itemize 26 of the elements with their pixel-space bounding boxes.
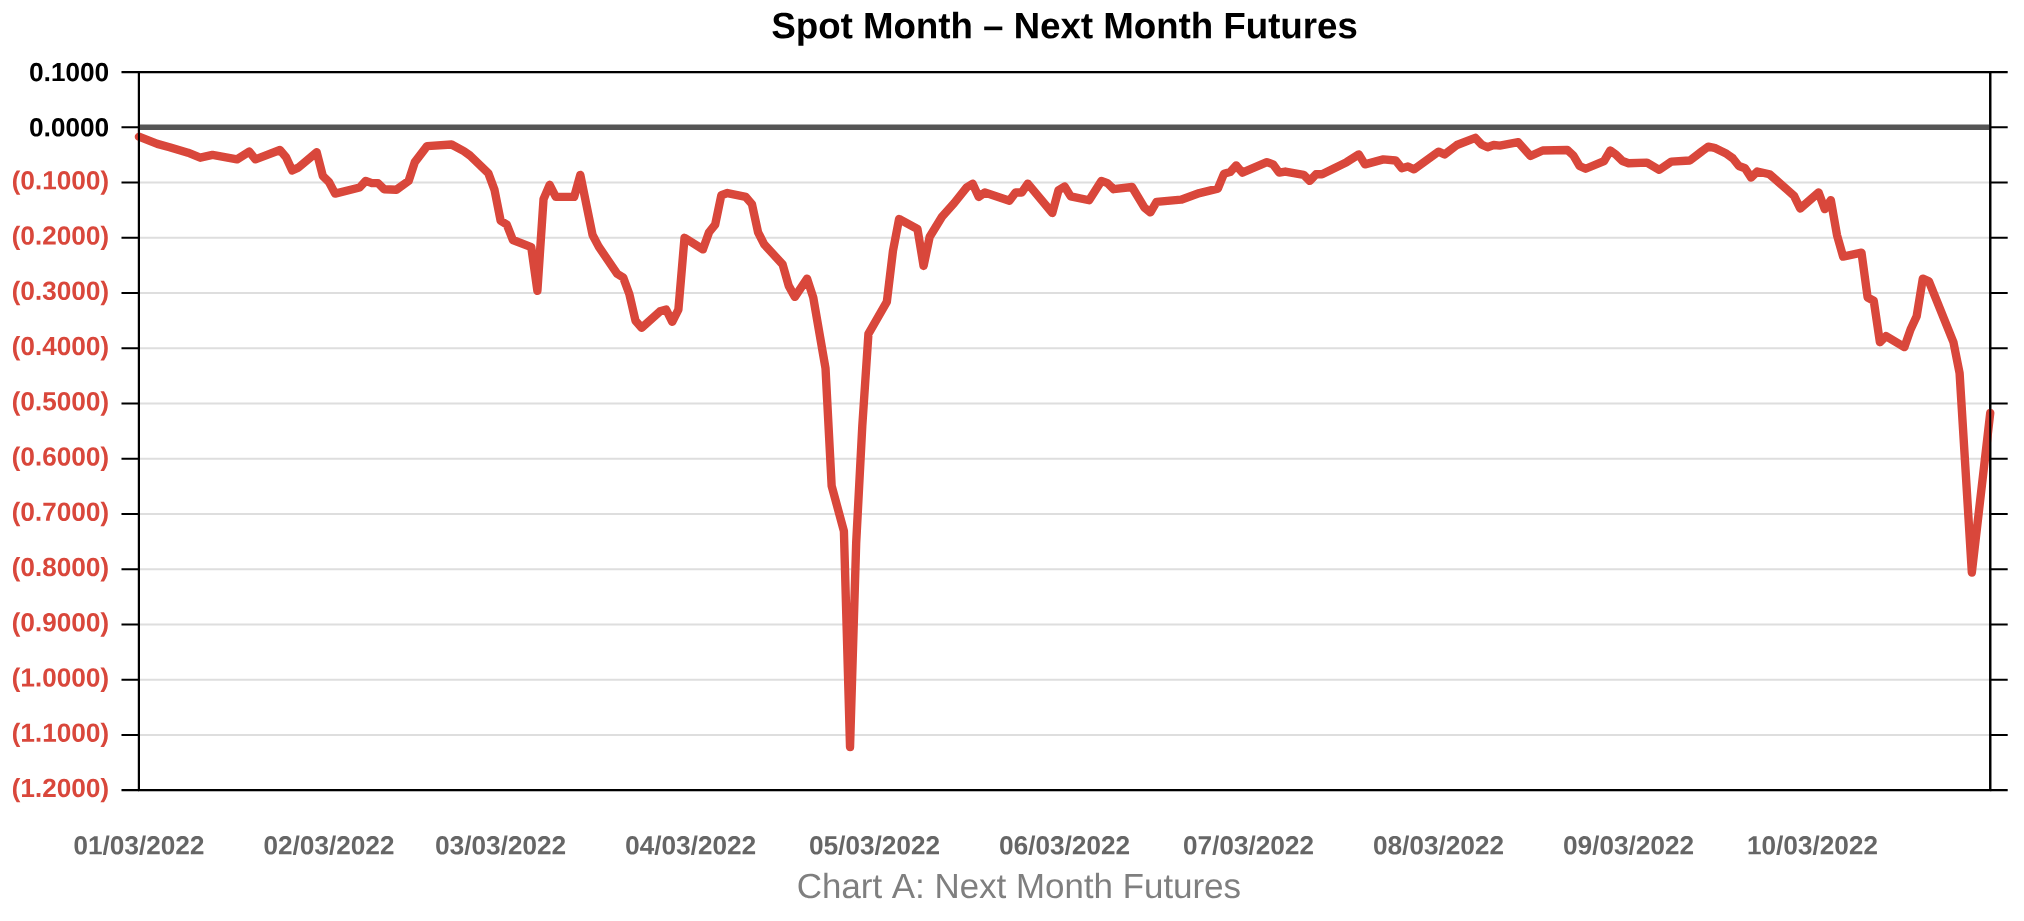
y-tick-label: (1.1000)	[12, 722, 108, 747]
x-tick-label: 02/03/2022	[264, 835, 394, 855]
x-tick-label: 03/03/2022	[436, 835, 566, 855]
x-tick-label: 08/03/2022	[1374, 835, 1503, 855]
y-tick-label: (0.7000)	[12, 501, 108, 527]
y-tick-label: (1.2000)	[12, 777, 108, 803]
y-tick-label: (0.9000)	[12, 612, 108, 637]
x-tick-label: 07/03/2022	[1184, 835, 1313, 855]
y-tick-label: (0.6000)	[12, 446, 108, 471]
text: Chart A: Next Month Futures	[798, 872, 1240, 899]
chart-title: Spot Month – Next Month Futures	[772, 11, 1357, 46]
y-tick-label: (0.5000)	[12, 391, 108, 416]
x-tick-label: 06/03/2022	[1000, 835, 1130, 855]
x-tick-label: 05/03/2022	[810, 835, 940, 855]
y-tick-label: (1.0000)	[12, 667, 108, 692]
y-tick-label: (0.1000)	[12, 170, 108, 195]
y-tick-label: (0.2000)	[12, 225, 108, 250]
x-tick-label: 10/03/2022	[1748, 835, 1877, 855]
x-tick-label: 01/03/2022	[74, 835, 204, 855]
x-tick-label: 04/03/2022	[626, 835, 756, 855]
y-tick-label: 0.0000	[30, 117, 109, 137]
y-tick-label: (0.4000)	[12, 335, 108, 361]
x-tick-label: 09/03/2022	[1564, 835, 1694, 855]
y-tick-label: 0.1000	[30, 62, 109, 82]
y-tick-label: (0.8000)	[12, 556, 108, 582]
y-tick-label: (0.3000)	[12, 280, 108, 306]
